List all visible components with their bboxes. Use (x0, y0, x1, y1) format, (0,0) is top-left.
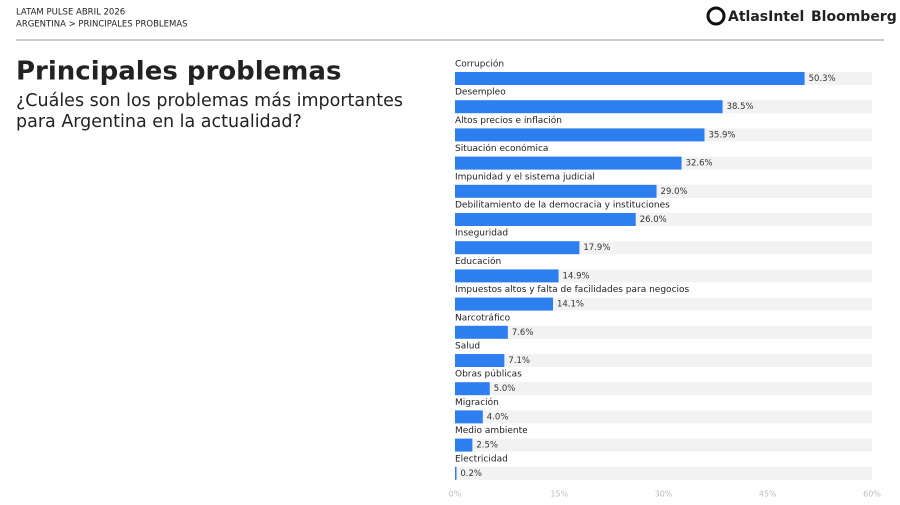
brand: AtlasIntel (728, 9, 804, 25)
bar-track (455, 269, 872, 283)
bar (455, 184, 657, 198)
category-label: Altos precios e inflación (455, 115, 562, 126)
bar (455, 128, 705, 142)
value-label: 17.9% (583, 243, 610, 253)
value-label: 26.0% (640, 215, 667, 225)
bar (455, 241, 580, 255)
source: LATAM PULSE ABRIL 2026 (16, 8, 125, 18)
value-label: 5.0% (494, 384, 516, 394)
value-label: 0.2% (460, 469, 482, 479)
category-label: Corrupción (455, 59, 504, 70)
bar (455, 382, 490, 396)
value-label: 7.1% (508, 356, 530, 366)
value-label: 35.9% (709, 130, 736, 140)
category-label: Desempleo (455, 88, 506, 98)
bar (455, 354, 505, 367)
bar (455, 438, 473, 452)
category-label: Inseguridad (455, 229, 508, 239)
bar-track (455, 325, 872, 339)
bar (455, 410, 483, 424)
bar (455, 325, 508, 339)
x-tick-label: 45% (759, 490, 777, 499)
value-label: 29.0% (661, 187, 688, 197)
category-label: Impunidad y el sistema judicial (455, 172, 595, 182)
category-label: Narcotráfico (455, 313, 511, 323)
brand: Bloomberg (811, 9, 897, 25)
value-label: 4.0% (487, 412, 509, 422)
bar-track (455, 297, 872, 311)
bar (455, 72, 805, 85)
subtitle: ¿Cuáles son los problemas más importante… (16, 91, 403, 111)
category-label: Impuestos altos y falta de facilidades p… (455, 285, 690, 295)
x-tick-label: 0% (449, 490, 462, 499)
logo-icon (706, 6, 726, 26)
value-label: 14.1% (557, 300, 584, 310)
bar (455, 297, 553, 311)
subtitle: para Argentina en la actualidad? (16, 112, 302, 132)
x-tick-label: 30% (655, 490, 673, 499)
bar-track (455, 382, 872, 396)
value-label: 14.9% (563, 271, 590, 281)
category-label: Salud (455, 342, 480, 352)
category-label: Educación (455, 256, 501, 267)
category-label: Obras públicas (455, 370, 522, 380)
bar (455, 156, 682, 170)
bar-track (455, 438, 872, 452)
category-label: Situación económica (455, 143, 548, 154)
bar (455, 466, 457, 480)
category-label: Debilitamiento de la democracia y instit… (455, 201, 670, 211)
category-label: Medio ambiente (455, 426, 528, 436)
value-label: 2.5% (476, 441, 498, 451)
bar-track (455, 466, 872, 480)
chart-title: Principales problemas (16, 57, 341, 87)
bar (455, 100, 723, 114)
x-tick-label: 15% (550, 490, 568, 499)
bar (455, 213, 636, 226)
bar (455, 269, 559, 283)
category-label: Migración (455, 397, 499, 408)
value-label: 7.6% (512, 328, 534, 338)
value-label: 38.5% (727, 102, 754, 112)
category-label: Electricidad (455, 454, 508, 464)
bar-track (455, 410, 872, 424)
breadcrumb: ARGENTINA > PRINCIPALES PROBLEMAS (16, 20, 188, 30)
bar-track (455, 354, 872, 367)
value-label: 32.6% (686, 159, 713, 169)
value-label: 50.3% (809, 74, 836, 84)
x-tick-label: 60% (863, 490, 881, 499)
